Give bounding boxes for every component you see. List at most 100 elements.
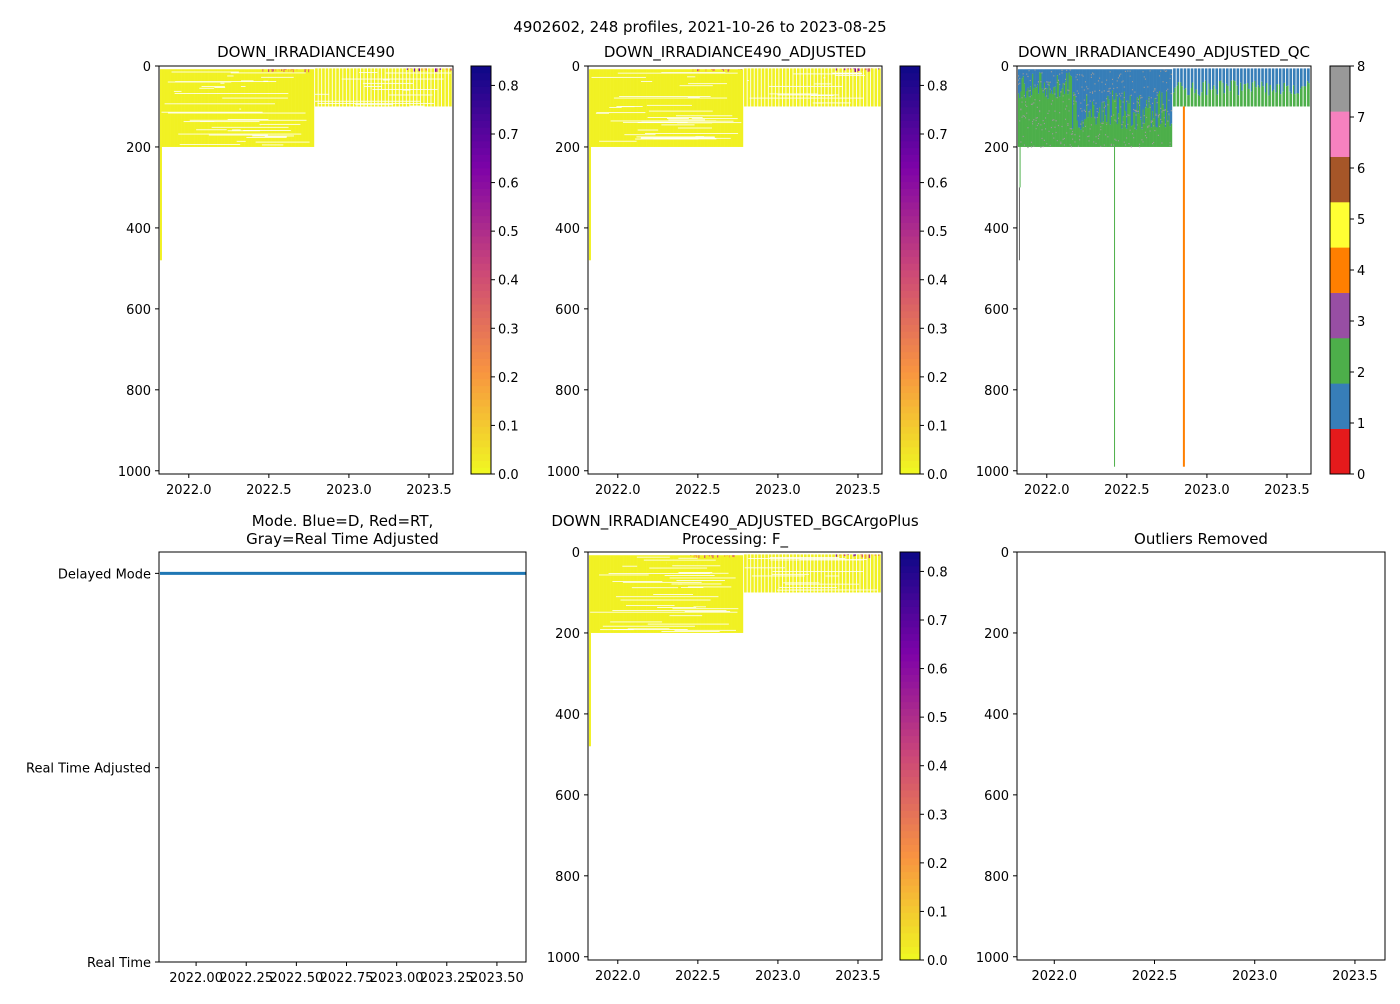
qc-cell-8 [1051, 71, 1052, 72]
colorbar-segment [900, 66, 920, 73]
colorbar-segment [900, 688, 920, 695]
qc-cell-8 [1084, 89, 1085, 90]
qc-cell-8 [1096, 136, 1097, 137]
qc-cell-8 [1154, 88, 1155, 89]
heatmap-gap [671, 584, 721, 585]
heatmap-column [426, 68, 427, 106]
qc-cell-1 [1188, 68, 1189, 95]
colorbar-segment [900, 202, 920, 209]
colorbar-segment [900, 141, 920, 148]
qc-cell-8 [1057, 82, 1058, 83]
qc-cell-8 [1063, 101, 1064, 102]
qc-cell-8 [1073, 103, 1074, 104]
heatmap-cell-high [844, 68, 845, 70]
qc-cell-8 [1054, 93, 1055, 94]
colorbar-segment [900, 107, 920, 114]
qc-cell-8 [1030, 80, 1031, 81]
qc-cell-8 [1051, 103, 1052, 104]
plot-area [1018, 68, 1310, 466]
colorbar-segment [471, 195, 491, 202]
qc-cell-8 [1104, 90, 1105, 91]
colorbar-segment [900, 243, 920, 250]
qc-cell-8 [1067, 125, 1068, 126]
heatmap-gap [624, 134, 655, 135]
heatmap-gap [596, 113, 609, 114]
heatmap-column [872, 68, 873, 106]
colorbar-segment [471, 399, 491, 406]
heatmap-column [320, 68, 321, 106]
heatmap-gap [363, 83, 414, 84]
heatmap-column [763, 68, 764, 106]
colorbar-segment [900, 331, 920, 338]
colorbar-segment [900, 804, 920, 811]
colorbar-segment [900, 885, 920, 892]
colorbar-tick-label: 0.6 [927, 177, 948, 192]
heatmap-gap [667, 118, 689, 119]
qc-cell-8 [1107, 91, 1108, 92]
qc-cell-8 [1123, 80, 1124, 81]
qc-cell-8 [1106, 98, 1107, 99]
qc-cell-2 [1245, 84, 1246, 107]
qc-cell-8 [1072, 139, 1073, 140]
heatmap-gap [685, 611, 730, 612]
colorbar-tick-label: 2 [1357, 366, 1365, 381]
panel-title: DOWN_IRRADIANCE490_ADJUSTED_QC [1018, 43, 1310, 62]
heatmap-column [763, 554, 764, 592]
colorbar-segment [900, 681, 920, 688]
qc-cell-8 [1021, 97, 1022, 98]
colorbar-segment [900, 168, 920, 175]
qc-cell-8 [1067, 123, 1068, 124]
qc-cell-8 [1098, 138, 1099, 139]
qc-cell-8 [1138, 111, 1139, 112]
heatmap-gap [783, 582, 819, 583]
heatmap-column [415, 68, 416, 106]
qc-cell-8 [1133, 137, 1134, 138]
colorbar-segment [900, 318, 920, 325]
heatmap-gap [813, 103, 823, 104]
colorbar-tick-label: 0 [1357, 468, 1365, 483]
colorbar-segment [900, 919, 920, 926]
colorbar-segment [900, 668, 920, 675]
plot-area [589, 554, 881, 746]
heatmap-gap [612, 581, 662, 582]
heatmap-column [450, 68, 451, 106]
qc-cell-8 [1100, 146, 1101, 147]
heatmap-gap [603, 626, 695, 627]
colorbar-segment [471, 311, 491, 318]
qc-cell-8 [1076, 96, 1077, 97]
qc-cell-8 [1150, 130, 1151, 131]
y-tick-label: 400 [126, 222, 151, 237]
heatmap-column [770, 68, 771, 106]
heatmap-gap [811, 95, 834, 96]
colorbar-segment [900, 182, 920, 189]
heatmap-column [366, 68, 367, 106]
colorbar-segment [900, 566, 920, 573]
qc-cell-2 [1210, 90, 1211, 107]
qc-cell-8 [1024, 116, 1025, 117]
qc-cell-8 [1118, 140, 1119, 141]
colorbar-segment [900, 290, 920, 297]
qc-cell-1 [1224, 68, 1225, 93]
heatmap-column [418, 68, 419, 106]
qc-cell-8 [1167, 111, 1168, 112]
colorbar-segment [900, 912, 920, 919]
heatmap-gap [648, 117, 703, 118]
qc-cell-8 [1040, 147, 1041, 148]
heatmap-gap [252, 136, 294, 137]
colorbar-tick-label: 0.7 [927, 128, 948, 143]
colorbar-segment [900, 933, 920, 940]
qc-cell-8 [1165, 109, 1166, 110]
qc-cell-2 [1269, 85, 1270, 106]
heatmap-column [784, 68, 785, 106]
qc-cell-8 [1053, 119, 1054, 120]
qc-cell-8 [1019, 120, 1020, 121]
colorbar-segment [471, 256, 491, 263]
qc-cell-2 [1259, 88, 1260, 107]
qc-cell-8 [1113, 144, 1114, 145]
heatmap-column [766, 554, 767, 592]
y-tick-label: 1000 [547, 951, 580, 966]
qc-cell-8 [1153, 142, 1154, 143]
qc-cell-8 [1086, 86, 1087, 87]
colorbar-segment [900, 229, 920, 236]
